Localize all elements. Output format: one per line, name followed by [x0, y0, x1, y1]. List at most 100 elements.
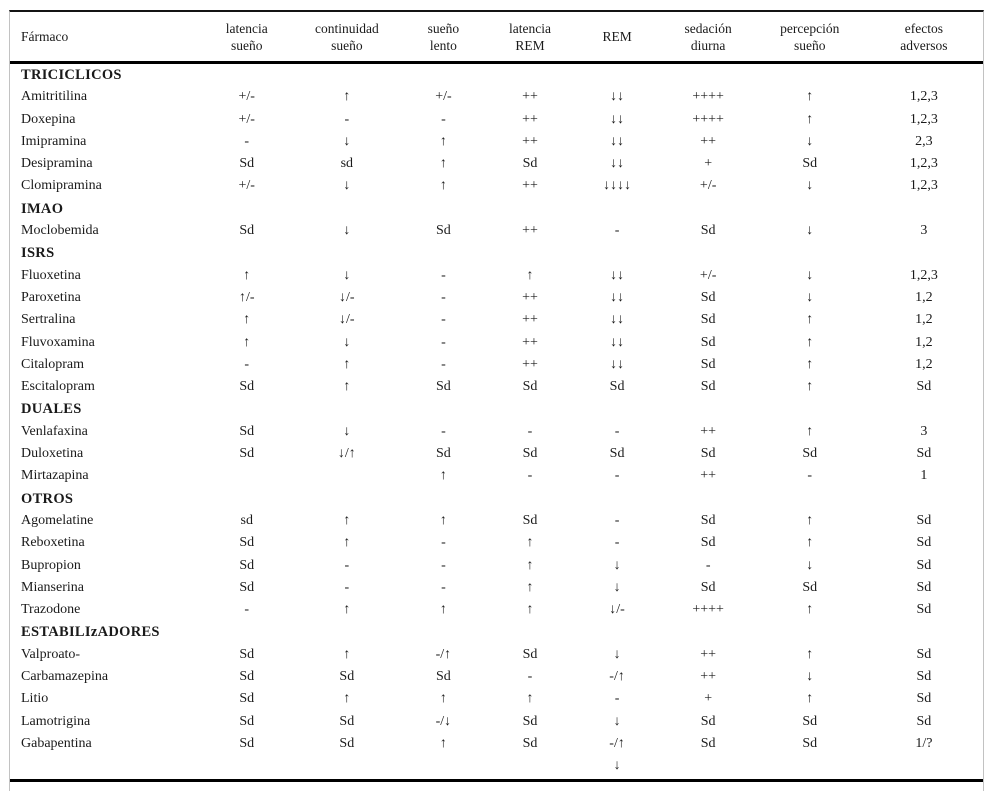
value-cell-sedacion-diurna: +/- [699, 267, 717, 283]
drug-name-cell: Valproato- [21, 646, 81, 662]
section-row: OTROS [10, 488, 983, 510]
value-cell-efectos-adversos: Sd [916, 512, 932, 528]
section-title: OTROS [21, 490, 74, 507]
bottom-padding [10, 782, 983, 791]
table-row: Carbamazepina Sd Sd Sd - -/↑ ++ ↓ Sd [10, 666, 983, 688]
drug-name-cell: Mirtazapina [21, 468, 89, 484]
value-cell-latencia-sueno: - [244, 602, 250, 618]
value-cell-sueno-lento: -/↑ [435, 646, 452, 662]
section-title: DUALES [21, 401, 82, 418]
column-header-percepcion-sueno: percepción sueño [754, 12, 865, 64]
value-cell-continuidad-sueno: ↓/- [339, 289, 355, 305]
value-cell-percepcion-sueno: ↑ [806, 111, 814, 127]
value-cell-continuidad-sueno: - [344, 111, 350, 127]
value-cell-continuidad-sueno: - [344, 557, 350, 573]
value-cell-latencia-sueno: - [244, 133, 250, 149]
table-row: Mianserina Sd - - ↑ ↓ Sd Sd Sd [10, 577, 983, 599]
drug-name-cell: Mianserina [21, 579, 84, 595]
value-cell-sueno-lento: - [441, 557, 446, 573]
value-cell-latencia-rem: Sd [522, 735, 538, 751]
value-cell-latencia-sueno: - [244, 356, 250, 372]
value-cell-efectos-adversos: 1,2,3 [909, 178, 938, 194]
value-cell-latencia-sueno: +/- [238, 89, 255, 105]
value-cell-sueno-lento: ↑ [439, 735, 447, 751]
value-cell-latencia-sueno: Sd [239, 557, 255, 573]
value-cell-latencia-sueno: +/- [238, 178, 255, 194]
value-cell-latencia-sueno: Sd [239, 156, 255, 172]
value-cell-sedacion-diurna: ++ [700, 133, 717, 149]
value-cell-latencia-rem: Sd [522, 379, 538, 395]
table-frame: Fármaco latencia sueño continuidad sueño su… [9, 10, 984, 791]
value-cell-sueno-lento: - [441, 334, 446, 350]
value-cell-percepcion-sueno: ↑ [806, 312, 814, 328]
value-cell-latencia-sueno: Sd [239, 646, 255, 662]
value-cell-percepcion-sueno: Sd [802, 735, 818, 751]
value-cell-latencia-rem: Sd [522, 646, 538, 662]
value-cell-percepcion-sueno: ↑ [806, 512, 814, 528]
drug-name-cell: Duloxetina [21, 446, 84, 462]
table-row: Venlafaxina Sd ↓ - - - ++ ↑ 3 [10, 421, 983, 443]
drug-name-cell: Venlafaxina [21, 423, 88, 439]
drug-name-cell: Litio [21, 691, 49, 707]
value-cell-rem: - [614, 468, 620, 484]
value-cell-efectos-adversos: Sd [916, 691, 932, 707]
value-cell-sueno-lento: +/- [435, 89, 452, 105]
value-cell-efectos-adversos: Sd [916, 579, 932, 595]
value-cell-percepcion-sueno: ↓ [806, 557, 814, 573]
value-cell-sueno-lento: ↑ [439, 602, 447, 618]
value-cell-efectos-adversos: Sd [916, 646, 932, 662]
section-row: ESTABILIzADORES [10, 621, 983, 643]
value-cell-sedacion-diurna: Sd [700, 579, 716, 595]
value-cell-latencia-sueno: Sd [239, 223, 255, 239]
section-row: ISRS [10, 242, 983, 264]
drug-name-cell: Amitritilina [21, 89, 88, 105]
section-title: IMAO [21, 200, 64, 217]
value-cell-percepcion-sueno: ↑ [806, 379, 814, 395]
value-cell-sueno-lento: - [441, 111, 446, 127]
table-row: Reboxetina Sd ↑ - ↑ - Sd ↑ Sd [10, 532, 983, 554]
value-cell-sueno-lento: - [441, 312, 446, 328]
value-cell-continuidad-sueno: ↓ [343, 133, 351, 149]
value-cell-sedacion-diurna: + [704, 691, 713, 707]
value-cell-sedacion-diurna: Sd [700, 312, 716, 328]
drug-name-cell: Imipramina [21, 133, 87, 149]
drug-name-cell: Carbamazepina [21, 669, 109, 685]
value-cell-sueno-lento: ↑ [439, 468, 447, 484]
value-cell-efectos-adversos: Sd [916, 446, 932, 462]
value-cell-latencia-rem: ↑ [526, 557, 534, 573]
value-cell-latencia-sueno: ↑ [243, 334, 251, 350]
value-cell-percepcion-sueno: ↑ [806, 646, 814, 662]
value-cell-sedacion-diurna: Sd [700, 446, 716, 462]
value-cell-latencia-rem: ++ [522, 178, 538, 194]
drug-name-cell: Citalopram [21, 356, 84, 372]
value-cell-sedacion-diurna: Sd [700, 512, 716, 528]
value-cell-sedacion-diurna: Sd [700, 289, 716, 305]
column-header-efectos-adversos: efectos adversos [864, 12, 983, 64]
table-row: Clomipramina +/- ↓ ↑ ++ ↓↓↓↓ +/- ↓ 1,2,3 [10, 175, 983, 197]
table-row: Desipramina Sd sd ↑ Sd ↓↓ + Sd 1,2,3 [10, 153, 983, 175]
drug-name-cell: Fluoxetina [21, 267, 81, 283]
value-cell-continuidad-sueno: ↓ [343, 423, 351, 439]
value-cell-latencia-sueno: Sd [239, 691, 255, 707]
table-row: Fluvoxamina ↑ ↓ - ++ ↓↓ Sd ↑ 1,2 [10, 332, 983, 354]
value-cell-continuidad-sueno: Sd [339, 669, 355, 685]
value-cell-percepcion-sueno: ↑ [806, 602, 814, 618]
value-cell-sueno-lento: Sd [436, 223, 451, 239]
value-cell-percepcion-sueno: Sd [802, 579, 818, 595]
drug-name-cell: Gabapentina [21, 735, 92, 751]
drug-name-cell: Agomelatine [21, 512, 94, 528]
drug-name-cell: Trazodone [21, 602, 81, 618]
value-cell-latencia-rem: Sd [522, 713, 538, 729]
value-cell-continuidad-sueno: - [344, 579, 350, 595]
table-row: Bupropion Sd - - ↑ ↓ - ↓ Sd [10, 555, 983, 577]
column-header-sedacion-diurna: sedación diurna [661, 12, 755, 64]
value-cell-continuidad-sueno: Sd [339, 713, 355, 729]
value-cell-latencia-rem: ++ [522, 312, 538, 328]
table-row: Fluoxetina ↑ ↓ - ↑ ↓↓ +/- ↓ 1,2,3 [10, 265, 983, 287]
table-row: Doxepina +/- - - ++ ↓↓ ++++ ↑ 1,2,3 [10, 109, 983, 131]
value-cell-efectos-adversos: Sd [916, 379, 932, 395]
value-cell-rem: ↓/- [609, 602, 625, 618]
value-cell-sueno-lento: - [441, 267, 446, 283]
value-cell-latencia-rem: ↑ [526, 535, 534, 551]
value-cell-rem: -/↑ ↓ [609, 735, 625, 774]
